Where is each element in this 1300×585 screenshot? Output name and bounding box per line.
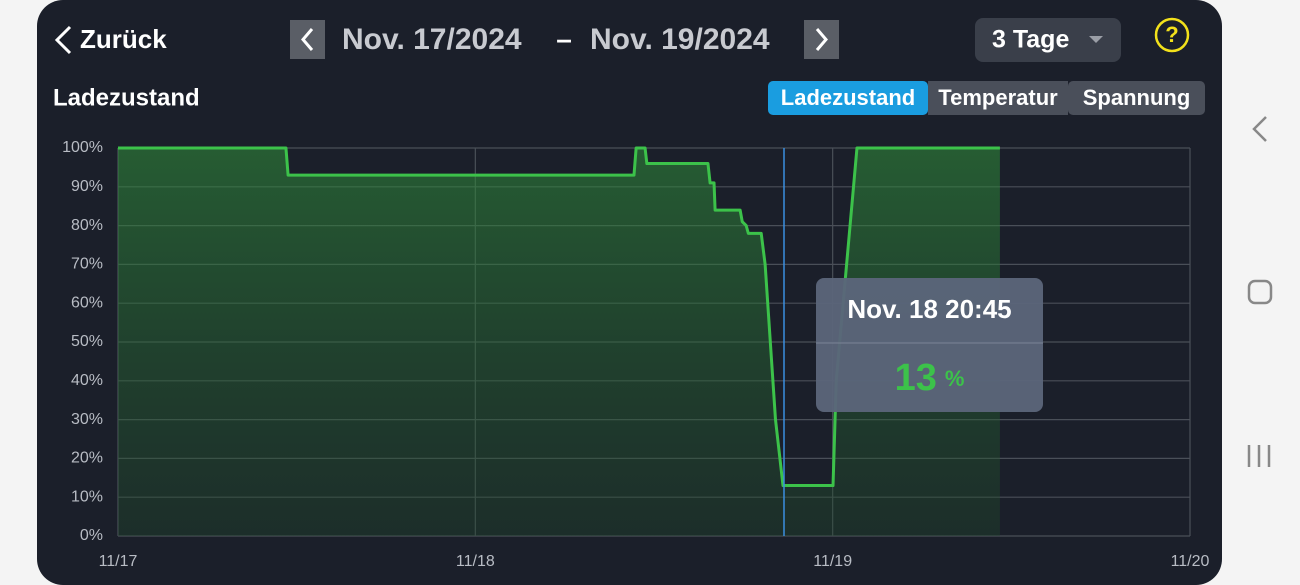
y-tick-label: 60% — [71, 294, 103, 311]
tab-label: Ladezustand — [781, 85, 915, 110]
chart-title: Ladezustand — [53, 84, 200, 111]
y-tick-label: 40% — [71, 372, 103, 389]
prev-button[interactable] — [290, 20, 325, 59]
tab[interactable] — [768, 81, 928, 115]
prev-icon — [301, 28, 314, 51]
date-from: Nov. 17/2024 — [342, 23, 522, 56]
next-icon — [815, 28, 828, 51]
tooltip-title: Nov. 18 20:45 — [847, 294, 1011, 324]
tooltip-unit: % — [945, 366, 965, 391]
nav-back[interactable] — [1252, 116, 1267, 142]
y-tick-label: 0% — [80, 527, 103, 544]
area-fill — [118, 148, 1000, 536]
y-tick-label: 50% — [71, 333, 103, 350]
y-tick-label: 80% — [71, 217, 103, 234]
x-tick-label: 11/17 — [99, 553, 138, 570]
help-button[interactable] — [1154, 17, 1190, 53]
y-tick-label: 10% — [71, 488, 103, 505]
date-separator: – — [556, 23, 572, 54]
y-tick-label: 20% — [71, 450, 103, 467]
line — [118, 146, 1000, 488]
tab-bar: Ladezustand Temperatur Spannung — [768, 81, 1205, 115]
nav-recents[interactable] — [1247, 445, 1271, 467]
plot: 0% 10% 20% 30% 40% 50% 60% 70% 80% 90% 100% 11/17 11… — [62, 139, 1209, 570]
back-icon[interactable] — [54, 25, 72, 55]
tab[interactable] — [928, 81, 1068, 115]
y-tick-label: 100% — [62, 139, 103, 156]
y-tick-label: 30% — [71, 411, 103, 428]
x-tick-label: 11/18 — [456, 553, 495, 570]
help-icon: ? — [1165, 22, 1178, 47]
nav-home[interactable] — [1247, 279, 1273, 305]
x-tick-label: 11/20 — [1171, 553, 1210, 570]
tab-label: Spannung — [1083, 85, 1191, 110]
tab[interactable] — [1068, 81, 1205, 115]
tooltip — [816, 278, 1043, 412]
y-tick-label: 70% — [71, 256, 103, 273]
tab-label: Temperatur — [938, 85, 1058, 110]
tooltip-value: 13% — [895, 357, 965, 399]
tooltip-number: 13 — [895, 357, 937, 399]
y-tick-label: 90% — [71, 178, 103, 195]
back-button[interactable]: Zurück — [80, 24, 167, 54]
next-button[interactable] — [804, 20, 839, 59]
range-label: 3 Tage — [992, 26, 1069, 54]
dropdown-arrow — [1089, 36, 1103, 43]
x-tick-label: 11/19 — [813, 553, 852, 570]
range-dropdown[interactable] — [975, 18, 1121, 62]
date-to: Nov. 19/2024 — [590, 23, 770, 56]
